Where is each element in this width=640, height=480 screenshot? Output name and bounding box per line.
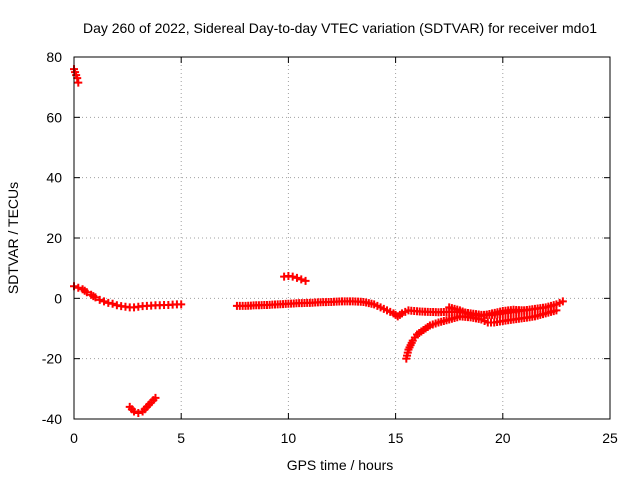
y-tick-label: -40 — [42, 411, 62, 427]
series-seg-g — [445, 303, 529, 320]
x-tick-label: 5 — [177, 430, 185, 446]
data-point — [95, 295, 104, 304]
data-point — [151, 393, 160, 402]
x-tick-label: 25 — [602, 430, 618, 446]
data-point — [297, 275, 306, 284]
axis-ticks: 0 5 10 15 20 25 -40 -20 0 20 40 60 80 — [42, 49, 618, 446]
data-point — [108, 299, 117, 308]
y-tick-label: 40 — [46, 170, 62, 186]
data-point — [100, 297, 109, 306]
y-axis-label: SDTVAR / TECUs — [5, 182, 21, 294]
series-seg-b — [70, 282, 186, 312]
x-tick-label: 10 — [281, 430, 297, 446]
data-point — [74, 283, 83, 292]
grid — [74, 57, 610, 419]
data-point — [292, 273, 301, 282]
data-point — [288, 272, 297, 281]
data-point — [73, 74, 82, 83]
y-tick-label: -20 — [42, 351, 62, 367]
data-point — [130, 407, 139, 416]
chart-title: Day 260 of 2022, Sidereal Day-to-day VTE… — [83, 20, 597, 36]
x-tick-label: 0 — [70, 430, 78, 446]
data-point — [91, 293, 100, 302]
series-seg-f — [402, 306, 561, 363]
data-point — [552, 306, 561, 315]
data-point — [134, 408, 143, 417]
y-tick-label: 20 — [46, 230, 62, 246]
data-points — [70, 65, 567, 417]
data-point — [301, 276, 310, 285]
data-point — [177, 300, 186, 309]
y-tick-label: 60 — [46, 109, 62, 125]
series-seg-d — [280, 272, 310, 285]
x-axis-label: GPS time / hours — [287, 457, 394, 473]
series-seg-c — [125, 393, 160, 417]
y-tick-label: 80 — [46, 49, 62, 65]
y-tick-label: 0 — [54, 290, 62, 306]
x-tick-label: 20 — [495, 430, 511, 446]
data-point — [74, 78, 83, 87]
series-seg-a — [70, 65, 83, 87]
x-tick-label: 15 — [388, 430, 404, 446]
data-point — [520, 306, 529, 315]
data-point — [558, 297, 567, 306]
data-point — [82, 288, 91, 297]
